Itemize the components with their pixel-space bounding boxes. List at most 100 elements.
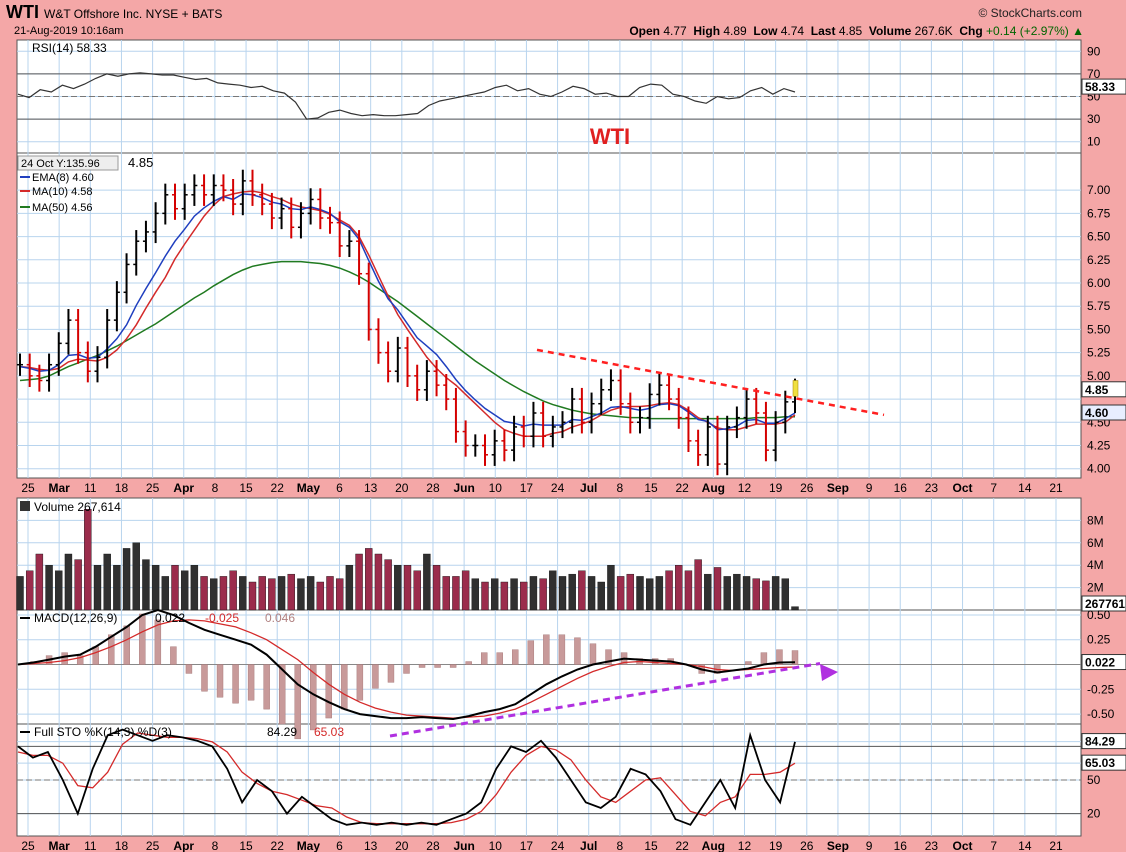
ema-last-tag: 4.60 — [1085, 406, 1109, 420]
price-axis-date-label: 15 — [644, 481, 658, 495]
bottom-axis-date-label: 10 — [489, 839, 503, 852]
open-label: Open — [629, 24, 660, 38]
sto-k-tag: 84.29 — [1085, 735, 1115, 749]
price-axis-date-label: 19 — [769, 481, 783, 495]
price-axis-date-label: May — [297, 481, 321, 495]
macd-histogram-bar — [481, 652, 488, 665]
bottom-axis-date-label: 7 — [990, 839, 997, 852]
volume-bar — [74, 559, 82, 611]
chg-label: Chg — [959, 24, 983, 38]
price-axis-date-label: 25 — [21, 481, 35, 495]
macd-histogram-bar — [247, 664, 255, 701]
price-axis-date-label: 21 — [1049, 481, 1063, 495]
volume-bar — [510, 578, 518, 611]
volume-bar — [529, 576, 538, 611]
volume-last-tag-box — [1081, 595, 1126, 612]
price-last-tag-box — [1081, 381, 1126, 398]
ma50-legend-label: MA(50) 4.56 — [32, 202, 93, 214]
volume-tick-label: 2M — [1087, 581, 1104, 595]
volume-bar — [55, 570, 63, 611]
sto-label: Full STO %K(14,3) %D(3) — [34, 725, 172, 739]
macd-label: MACD(12,26,9) — [34, 611, 117, 625]
sto-d-line — [17, 732, 796, 825]
price-axis-date-label: Jun — [453, 481, 474, 495]
macd-histogram-bar — [123, 625, 130, 665]
price-legend-label: 4.85 — [128, 155, 153, 170]
bottom-axis-date-label: 14 — [1018, 839, 1032, 852]
macd-histogram-bar — [372, 664, 379, 689]
bottom-axis-date-label: Mar — [48, 839, 70, 852]
purple-uptrend-line — [389, 662, 821, 738]
volume-bar — [616, 576, 625, 611]
volume-bar — [578, 570, 586, 611]
volume-bar — [35, 553, 44, 611]
volume-bar — [675, 565, 683, 611]
bottom-axis-date-label: 15 — [239, 839, 253, 852]
volume-bar — [568, 573, 576, 611]
price-axis-date-label: 17 — [520, 481, 534, 495]
source-credit: © StockCharts.com — [978, 6, 1082, 20]
high-label: High — [693, 24, 721, 38]
volume-bar — [791, 606, 799, 611]
volume-bar — [180, 570, 189, 611]
price-axis-date-label: 8 — [617, 481, 624, 495]
macd-histogram-bar — [558, 634, 566, 665]
volume-bar — [45, 565, 53, 611]
volume-bar — [122, 548, 131, 611]
volume-bar — [248, 581, 257, 611]
price-axis-date-label: 26 — [800, 481, 814, 495]
volume-bar — [645, 578, 654, 611]
volume-bar — [403, 565, 412, 611]
rsi-tick-label: 30 — [1087, 112, 1101, 126]
macd-histogram-bar — [543, 634, 550, 665]
last-label: Last — [810, 24, 836, 38]
rsi-tick-label: 10 — [1087, 135, 1101, 149]
macd-line — [17, 608, 796, 721]
price-axis-date-label: Jul — [580, 481, 597, 495]
crosshair-readout: 24 Oct Y:135.96 — [21, 158, 100, 170]
bottom-axis-date-label: 23 — [925, 839, 939, 852]
volume-bar — [607, 565, 615, 611]
price-tick-label: 4.00 — [1087, 462, 1111, 476]
rsi-label: RSI(14) 58.33 — [32, 41, 107, 55]
price-tick-label: 6.50 — [1087, 230, 1111, 244]
volume-bar — [287, 573, 295, 611]
price-axis-date-label: 25 — [146, 481, 160, 495]
price-last-tag: 4.85 — [1085, 383, 1109, 397]
chg-value: +0.14 (+2.97%) — [986, 24, 1069, 38]
panel-price — [16, 152, 1082, 479]
price-tick-label: 5.75 — [1087, 299, 1111, 313]
low-value: 4.74 — [780, 24, 805, 38]
bottom-axis-date-label: 8 — [212, 839, 219, 852]
price-tick-label: 6.25 — [1087, 253, 1111, 267]
volume-bar — [16, 576, 24, 611]
volume-bar — [626, 573, 635, 611]
rsi-line — [17, 72, 796, 120]
bottom-axis-date-label: 16 — [894, 839, 908, 852]
volume-bar — [345, 565, 354, 611]
volume-bar — [432, 565, 441, 611]
price-axis-date-label: 23 — [925, 481, 939, 495]
macd-histogram-bar — [403, 664, 410, 674]
volume-bar — [500, 581, 509, 611]
volume-bar — [752, 578, 760, 611]
volume-bar — [277, 576, 286, 611]
volume-bar — [171, 565, 179, 611]
price-axis-date-label: Aug — [702, 481, 725, 495]
volume-bar — [520, 581, 528, 611]
volume-tick-label: 6M — [1087, 536, 1104, 550]
volume-bar — [665, 570, 673, 611]
bottom-axis-date-label: Apr — [173, 839, 194, 852]
high-value: 4.89 — [723, 24, 747, 38]
bottom-axis-date-label: 6 — [336, 839, 343, 852]
bottom-axis-date-label: Jul — [580, 839, 597, 852]
volume-bar — [161, 576, 170, 611]
volume-bar — [210, 578, 218, 611]
price-axis-date-label: 13 — [364, 481, 378, 495]
bottom-axis-date-label: 25 — [21, 839, 35, 852]
bottom-axis-date-label: 18 — [115, 839, 129, 852]
volume-bar — [64, 553, 73, 611]
volume-bar — [713, 567, 722, 611]
price-axis-date-label: 8 — [212, 481, 219, 495]
price-axis-date-label: 14 — [1018, 481, 1032, 495]
